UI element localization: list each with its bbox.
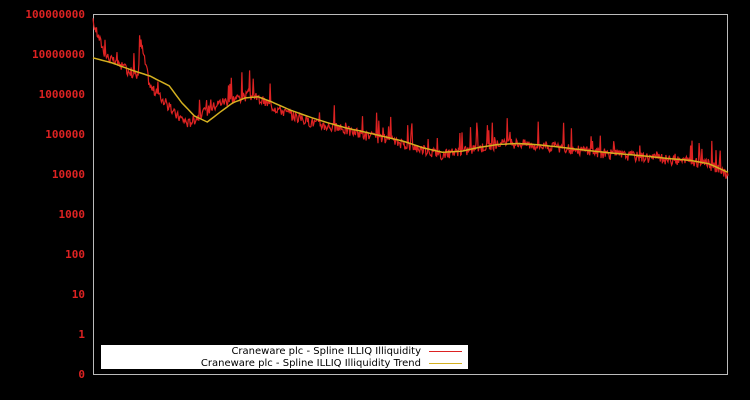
legend-item-illiquidity: Craneware plc - Spline ILLIQ Illiquidity <box>231 345 462 357</box>
y-tick-label: 10000000 <box>32 48 85 61</box>
legend-label: Craneware plc - Spline ILLIQ Illiquidity… <box>200 357 421 369</box>
y-tick-label: 10 <box>71 288 85 301</box>
plot-frame <box>93 14 728 375</box>
legend-swatch-gold <box>429 362 462 364</box>
y-tick-label: 100000 <box>45 128 85 141</box>
series-layer <box>92 18 729 179</box>
y-tick-label: 1000 <box>58 208 86 221</box>
legend: Craneware plc - Spline ILLIQ Illiquidity… <box>101 345 468 369</box>
y-tick-label: 1000000 <box>38 88 85 101</box>
y-tick-label: 0 <box>78 368 85 381</box>
y-tick-label: 100 <box>65 248 85 261</box>
series-illiquidity-line <box>92 18 729 179</box>
legend-item-trend: Craneware plc - Spline ILLIQ Illiquidity… <box>201 357 462 369</box>
y-tick-label: 10000 <box>51 168 85 181</box>
series-trend-line <box>92 57 729 173</box>
legend-swatch-red <box>429 350 462 352</box>
y-tick-label: 1 <box>78 328 85 341</box>
legend-label: Craneware plc - Spline ILLIQ Illiquidity <box>231 345 421 357</box>
y-tick-label: 100000000 <box>25 8 85 21</box>
